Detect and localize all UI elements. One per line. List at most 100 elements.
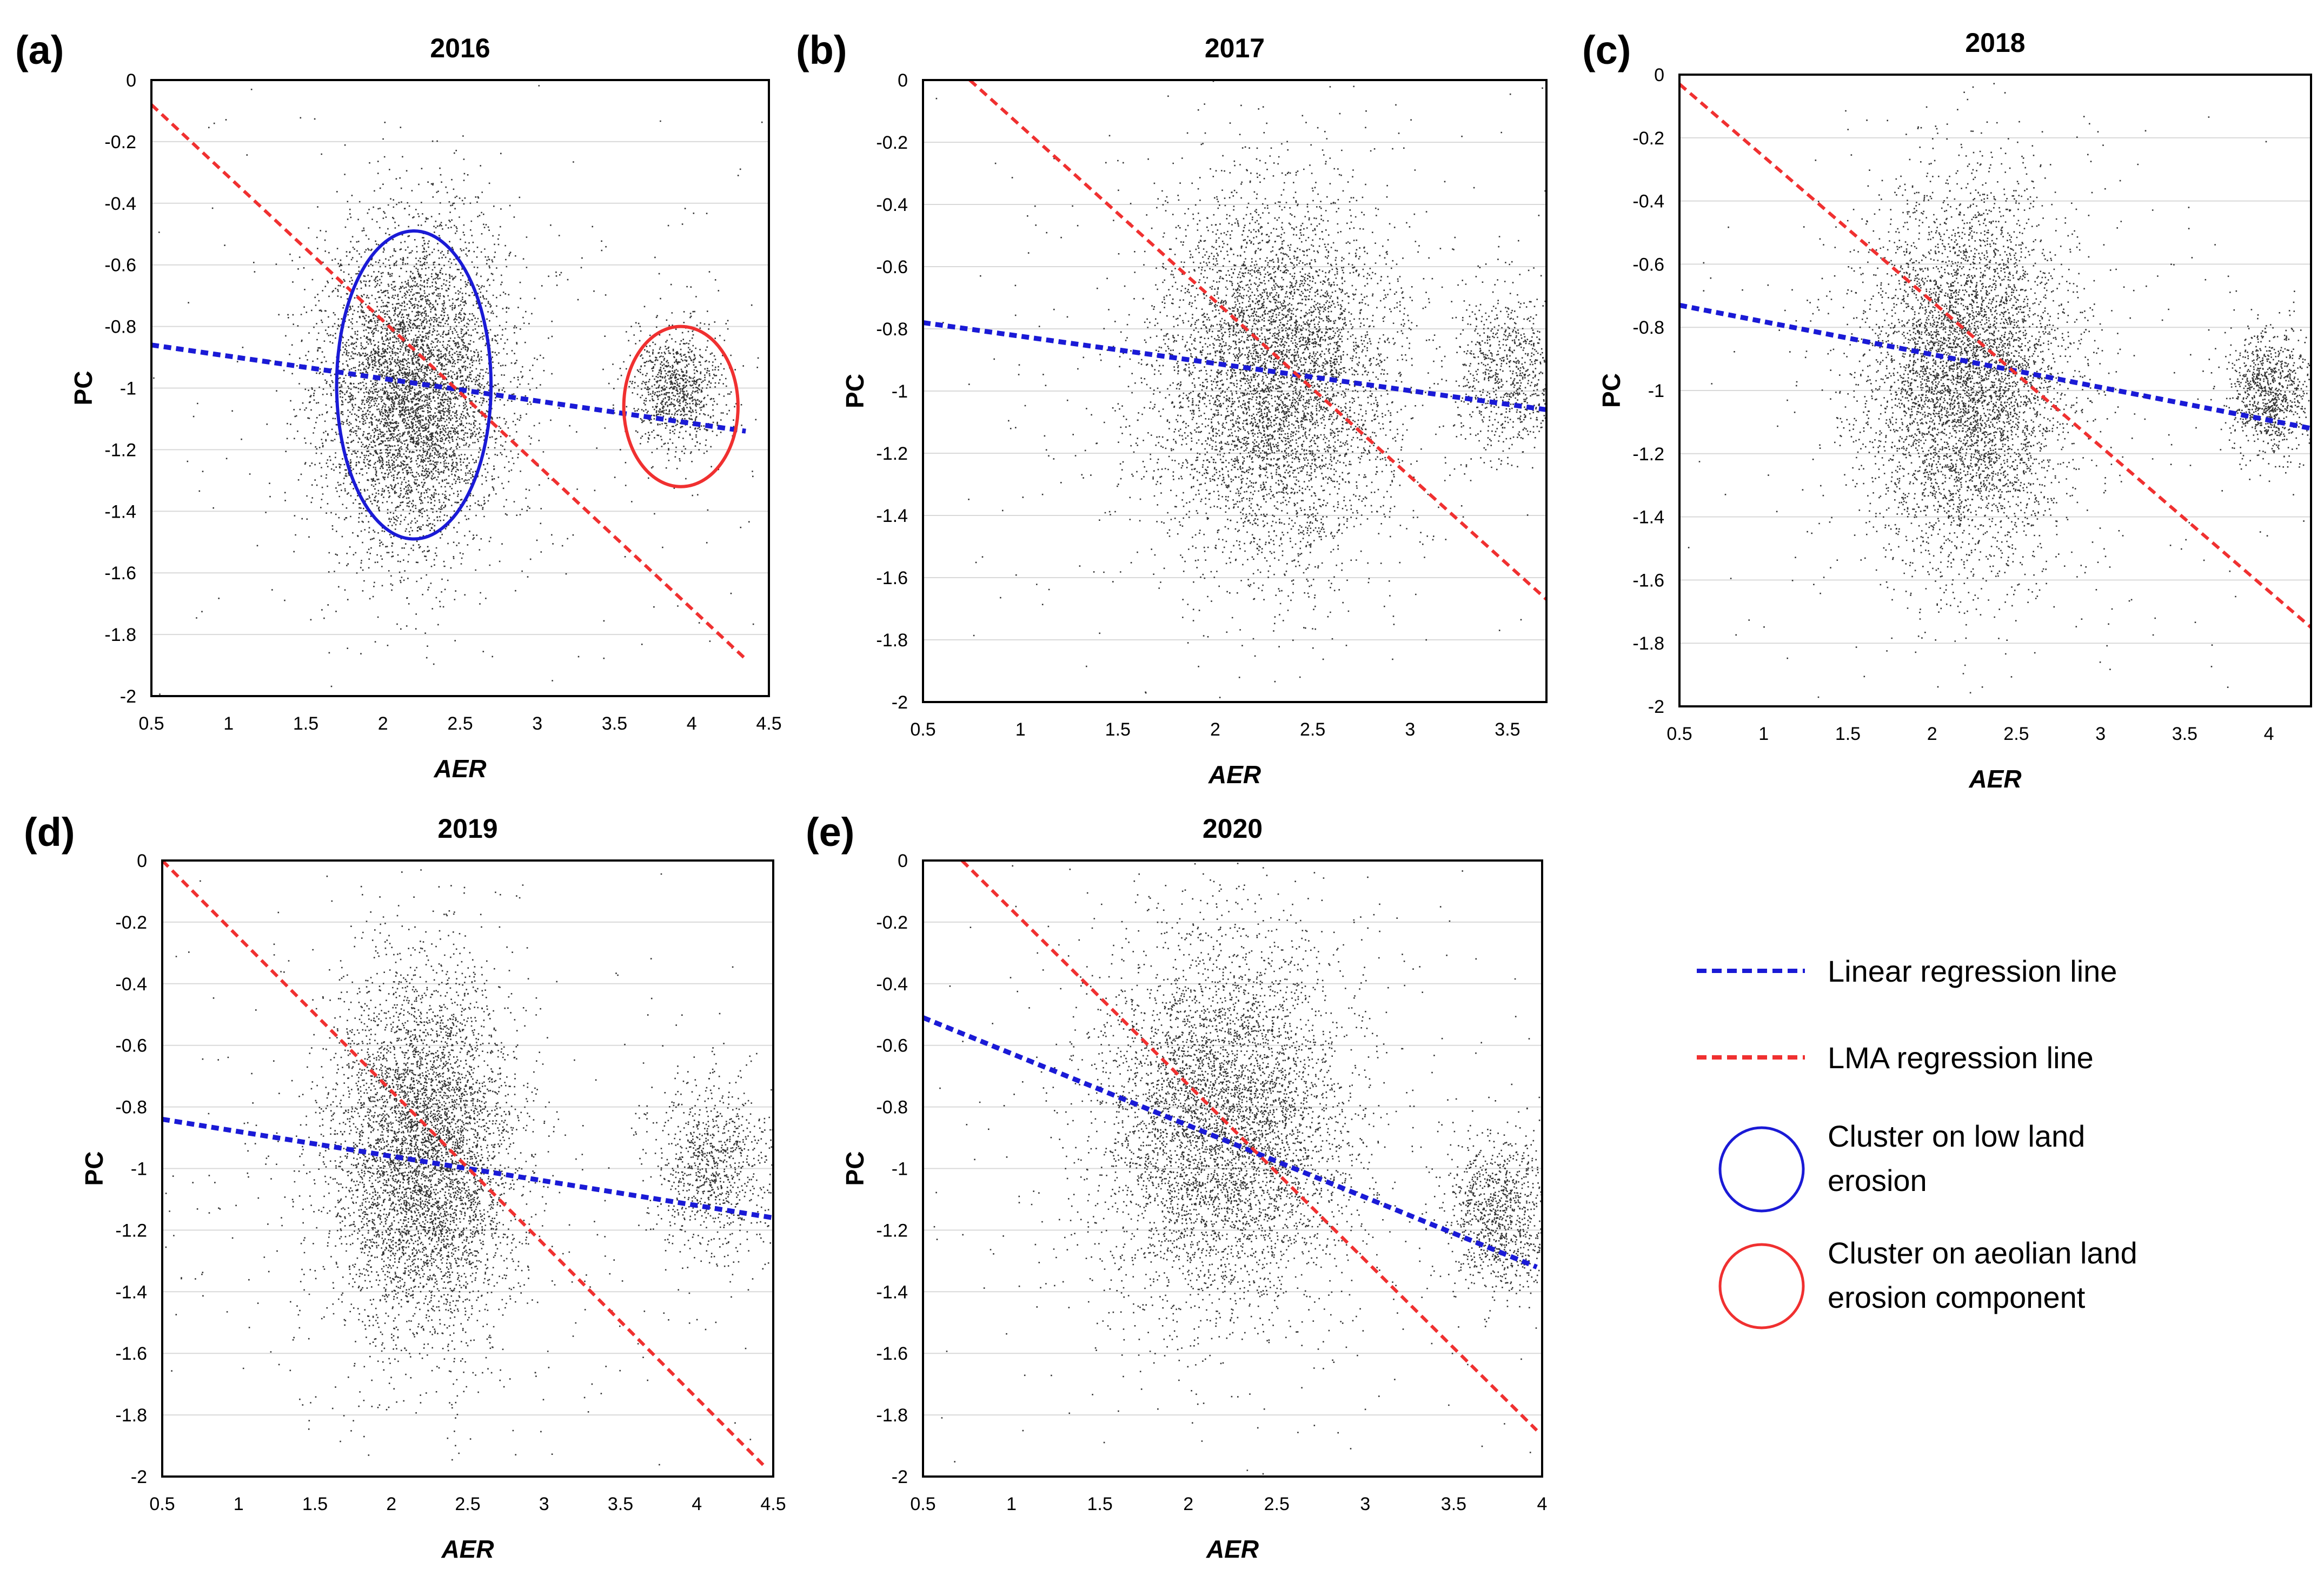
legend-label: erosion component	[1828, 1280, 2086, 1314]
y-tick-label: -1.8	[1632, 633, 1664, 654]
x-tick-label: 1.5	[302, 1494, 328, 1514]
x-tick-label: 1.5	[293, 713, 318, 734]
x-tick-label: 3.5	[608, 1494, 633, 1514]
legend: Linear regression line LMA regression lin…	[1697, 954, 2137, 1329]
legend-item: Linear regression line	[1697, 954, 2117, 988]
y-tick-label: -1.6	[104, 563, 136, 584]
lma-regression-line	[968, 80, 1546, 601]
y-tick-label: -1.4	[115, 1282, 147, 1302]
y-axis-label: PC	[80, 1151, 108, 1186]
y-tick-label: -1.4	[1632, 507, 1664, 528]
x-tick-label: 1.5	[1087, 1494, 1113, 1514]
panel-title: 2019	[437, 813, 497, 844]
linear-regression-line	[923, 320, 1546, 412]
y-tick-label: -1	[120, 379, 136, 399]
x-tick-label: 1	[223, 713, 234, 734]
x-axis-label: AER	[1206, 1535, 1259, 1563]
y-tick-label: -0.6	[104, 255, 136, 276]
x-tick-label: 4	[692, 1494, 702, 1514]
legend-circle-marker	[1718, 1126, 1805, 1213]
x-tick-label: 2.5	[447, 713, 473, 734]
legend-label: LMA regression line	[1828, 1041, 2094, 1075]
y-tick-label: -0.4	[115, 974, 147, 995]
x-tick-label: 0.5	[138, 713, 164, 734]
x-tick-label: 1.5	[1835, 724, 1861, 744]
y-tick-label: -1	[131, 1159, 147, 1180]
y-axis-label: PC	[841, 1151, 869, 1186]
panel-letter: (b)	[796, 28, 847, 72]
legend-label: Cluster on low land	[1828, 1119, 2085, 1153]
linear-regression-line	[151, 342, 746, 434]
y-tick-label: -0.6	[876, 1036, 908, 1056]
panel-title: 2016	[430, 33, 490, 63]
y-tick-label: 0	[137, 851, 147, 871]
plot-border	[922, 79, 1548, 703]
cluster-ellipse	[335, 229, 493, 541]
y-tick-label: -0.8	[1632, 317, 1664, 338]
x-tick-label: 0.5	[1666, 724, 1692, 744]
y-tick-label: -1.6	[876, 1343, 908, 1364]
x-axis-label: AER	[1208, 760, 1261, 789]
y-tick-label: -0.8	[876, 1097, 908, 1118]
x-axis-label: AER	[1968, 765, 2021, 793]
x-tick-label: 3	[539, 1494, 549, 1514]
x-tick-label: 2	[378, 713, 388, 734]
x-tick-label: 2	[1210, 719, 1220, 740]
lma-regression-line	[960, 861, 1538, 1432]
y-tick-label: -1.4	[876, 1282, 908, 1302]
y-tick-label: -2	[892, 1467, 908, 1487]
x-tick-label: 4	[2264, 724, 2274, 744]
x-tick-label: 3	[1405, 719, 1415, 740]
legend-item: Cluster on low land erosion	[1718, 1119, 2085, 1213]
y-tick-label: -2	[892, 692, 908, 713]
y-tick-label: -1.6	[1632, 570, 1664, 591]
y-tick-label: -0.8	[104, 317, 136, 337]
scatter-points	[933, 863, 1542, 1475]
y-tick-label: -2	[1648, 697, 1664, 717]
y-axis-label: PC	[1597, 373, 1625, 408]
legend-item: LMA regression line	[1697, 1041, 2094, 1075]
y-tick-label: -0.6	[115, 1036, 147, 1056]
legend-circle-marker	[1718, 1243, 1805, 1329]
x-tick-label: 1	[1015, 719, 1026, 740]
y-tick-label: -2	[120, 686, 136, 707]
x-tick-label: 0.5	[910, 1494, 935, 1514]
y-tick-label: -0.6	[1632, 254, 1664, 275]
y-axis-label: PC	[69, 371, 97, 406]
y-tick-label: 0	[898, 70, 908, 91]
plot-border	[1678, 74, 2312, 707]
x-tick-label: 0.5	[149, 1494, 175, 1514]
panel-letter: (d)	[24, 810, 75, 855]
x-tick-label: 4.5	[760, 1494, 786, 1514]
y-tick-label: -1.4	[876, 506, 908, 526]
lma-regression-line	[162, 861, 767, 1469]
x-tick-label: 3.5	[2172, 724, 2197, 744]
y-tick-label: -1.4	[104, 501, 136, 522]
linear-regression-line	[162, 1116, 773, 1221]
x-tick-label: 2.5	[2003, 724, 2029, 744]
panel-2019: 0 -0.2 -0.4 -0.6 -0.8 -1 -1.2 -1.4 -1.6 -1.8 -20.5…	[24, 810, 786, 1563]
x-tick-label: 2.5	[455, 1494, 480, 1514]
y-tick-label: -1.8	[115, 1405, 147, 1426]
scatter-points	[153, 85, 763, 695]
legend-item: Cluster on aeolian land erosion component	[1718, 1236, 2137, 1329]
lma-regression-line	[1679, 83, 2311, 629]
y-tick-label: -1.8	[876, 630, 908, 651]
y-tick-label: -0.4	[104, 194, 136, 214]
scatter-points	[165, 869, 773, 1477]
x-tick-label: 3.5	[602, 713, 627, 734]
y-tick-label: -0.2	[115, 912, 147, 933]
x-tick-label: 2	[1183, 1494, 1193, 1514]
x-tick-label: 2	[1927, 724, 1937, 744]
x-tick-label: 1.5	[1105, 719, 1131, 740]
panel-title: 2018	[1965, 28, 2025, 58]
y-tick-label: -1.2	[104, 440, 136, 460]
x-tick-label: 3	[532, 713, 542, 734]
x-tick-label: 1	[1758, 724, 1769, 744]
y-tick-label: 0	[126, 70, 136, 91]
y-tick-label: -0.4	[876, 974, 908, 995]
x-tick-label: 2	[386, 1494, 396, 1514]
y-tick-label: -0.4	[1632, 191, 1664, 212]
plot-border	[922, 859, 1543, 1478]
